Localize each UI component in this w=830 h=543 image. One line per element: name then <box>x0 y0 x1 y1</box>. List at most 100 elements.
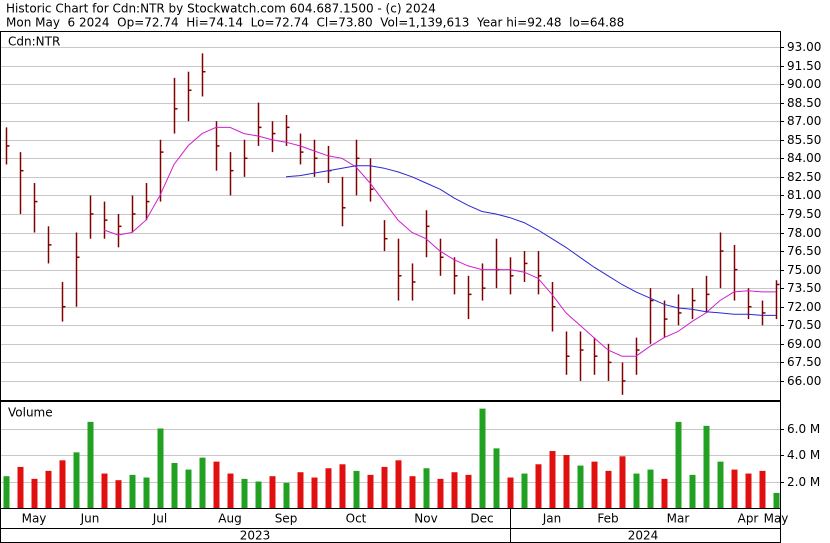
volume-bar <box>17 466 24 508</box>
volume-bar <box>395 460 402 508</box>
y-tick-label: 69.00 <box>787 337 821 351</box>
volume-bar <box>171 462 178 508</box>
x-tick-label: Mar <box>667 512 690 526</box>
symbol-label: Cdn:NTR <box>8 35 60 49</box>
volume-bar <box>409 476 416 508</box>
volume-bar <box>633 473 640 508</box>
y-tick-label: 70.50 <box>787 318 821 332</box>
volume-bar <box>661 478 668 508</box>
volume-bar <box>591 461 598 508</box>
x-tick-label: May <box>22 512 47 526</box>
y-tick-label: 84.00 <box>787 151 821 165</box>
volume-bar <box>325 468 332 508</box>
volume-bar <box>717 461 724 508</box>
year-label: 2024 <box>628 529 659 543</box>
marks <box>3 53 780 508</box>
x-tick-label: Feb <box>597 512 618 526</box>
volume-bar <box>59 460 66 508</box>
volume-bar <box>493 448 500 508</box>
header-line: Historic Chart for Cdn:NTR by Stockwatch… <box>6 2 436 16</box>
volume-bar <box>773 492 780 508</box>
y-tick-label: 72.00 <box>787 300 821 314</box>
volume-bar <box>115 480 122 508</box>
volume-bar <box>311 477 318 508</box>
month-axis <box>0 508 781 529</box>
volume-bar <box>647 469 654 508</box>
year-axis <box>0 528 781 543</box>
volume-bar <box>605 470 612 508</box>
y2-tick-label: 6.0 M <box>787 422 820 436</box>
price-panel <box>0 31 781 401</box>
volume-bar <box>563 455 570 508</box>
x-tick-label: Jun <box>80 512 100 526</box>
volume-bar <box>353 470 360 508</box>
volume-bar <box>213 461 220 508</box>
volume-bar <box>479 408 486 508</box>
y-tick-label: 78.00 <box>787 226 821 240</box>
x-tick-label: May <box>764 512 789 526</box>
volume-bar <box>45 470 52 508</box>
volume-bar <box>199 457 206 508</box>
x-tick-label: Apr <box>738 512 759 526</box>
volume-bar <box>535 464 542 508</box>
volume-bar <box>367 474 374 508</box>
y-tick-label: 93.00 <box>787 40 821 54</box>
x-tick-label: Nov <box>414 512 437 526</box>
y-tick-label: 91.50 <box>787 59 821 73</box>
y-tick-label: 76.50 <box>787 244 821 258</box>
volume-bar <box>255 481 262 508</box>
y-tick-label: 75.00 <box>787 263 821 277</box>
x-tick-label: Aug <box>218 512 241 526</box>
x-tick-label: Sep <box>275 512 298 526</box>
volume-bar <box>703 425 710 508</box>
volume-bar <box>745 473 752 508</box>
volume-bar <box>185 469 192 508</box>
x-tick-label: Jan <box>542 512 562 526</box>
volume-bar <box>759 470 766 508</box>
x-tick-label: Oct <box>346 512 367 526</box>
volume-bar <box>465 474 472 508</box>
volume-bar <box>157 428 164 508</box>
y-tick-label: 88.50 <box>787 96 821 110</box>
volume-bar <box>451 472 458 508</box>
y-tick-label: 66.00 <box>787 374 821 388</box>
volume-bar <box>297 472 304 508</box>
volume-bar <box>731 469 738 508</box>
volume-bar <box>73 452 80 508</box>
volume-bar <box>227 473 234 508</box>
grid <box>1 47 780 483</box>
y-tick-label: 81.00 <box>787 188 821 202</box>
volume-bar <box>241 478 248 508</box>
y-tick-label: 73.50 <box>787 281 821 295</box>
x-tick-label: Dec <box>470 512 493 526</box>
volume-label: Volume <box>8 406 53 420</box>
volume-bar <box>675 421 682 508</box>
moving-average <box>103 126 776 357</box>
volume-bar <box>129 474 136 508</box>
moving-average <box>285 165 776 316</box>
x-tick-label: Jul <box>152 512 167 526</box>
volume-bar <box>87 421 94 508</box>
volume-bar <box>619 456 626 508</box>
y-tick-label: 90.00 <box>787 77 821 91</box>
volume-bar <box>31 478 38 508</box>
volume-bar <box>269 476 276 508</box>
volume-bar <box>577 465 584 508</box>
volume-bar <box>437 478 444 508</box>
volume-bar <box>507 477 514 508</box>
volume-bar <box>3 476 10 508</box>
year-label: 2023 <box>240 529 271 543</box>
y-tick-label: 67.50 <box>787 355 821 369</box>
volume-bar <box>339 464 346 508</box>
y-tick-label: 82.50 <box>787 170 821 184</box>
volume-bar <box>381 466 388 508</box>
volume-bar <box>101 473 108 508</box>
y-tick-label: 85.50 <box>787 133 821 147</box>
y-tick-label: 79.50 <box>787 207 821 221</box>
volume-bar <box>283 482 290 508</box>
volume-bar <box>549 451 556 508</box>
volume-bar <box>521 473 528 508</box>
volume-bar <box>689 474 696 508</box>
volume-bar <box>143 477 150 508</box>
